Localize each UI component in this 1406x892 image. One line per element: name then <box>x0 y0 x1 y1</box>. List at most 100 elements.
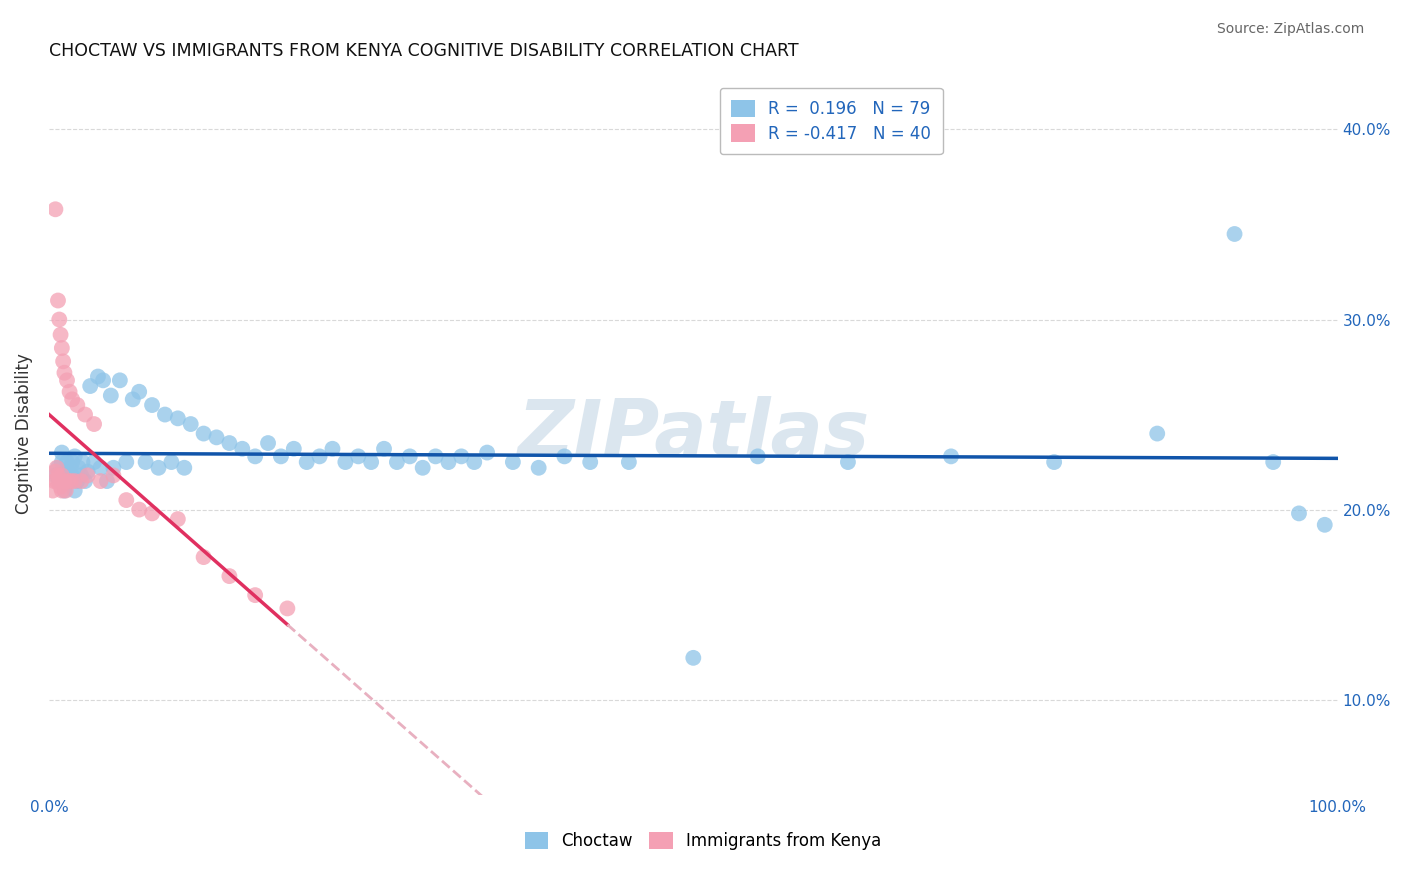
Point <box>63 474 86 488</box>
Point <box>1146 426 1168 441</box>
Point <box>128 384 150 399</box>
Point <box>48 312 70 326</box>
Point <box>437 455 460 469</box>
Text: CHOCTAW VS IMMIGRANTS FROM KENYA COGNITIVE DISABILITY CORRELATION CHART: CHOCTAW VS IMMIGRANTS FROM KENYA COGNITI… <box>49 42 799 60</box>
Point <box>475 445 498 459</box>
Point <box>58 474 80 488</box>
Point <box>55 468 77 483</box>
Point <box>682 650 704 665</box>
Point <box>121 392 143 407</box>
Point <box>53 474 76 488</box>
Point <box>70 474 93 488</box>
Point <box>1288 507 1310 521</box>
Point <box>412 460 434 475</box>
Point <box>51 455 73 469</box>
Point <box>166 512 188 526</box>
Point <box>837 455 859 469</box>
Point <box>205 430 228 444</box>
Point <box>360 455 382 469</box>
Point <box>60 455 83 469</box>
Point <box>51 483 73 498</box>
Point <box>67 460 90 475</box>
Point <box>76 465 98 479</box>
Y-axis label: Cognitive Disability: Cognitive Disability <box>15 353 32 514</box>
Point <box>1043 455 1066 469</box>
Point <box>52 354 75 368</box>
Point <box>45 460 67 475</box>
Point <box>553 450 575 464</box>
Point <box>48 474 70 488</box>
Point <box>1223 227 1246 241</box>
Point <box>72 455 94 469</box>
Point <box>103 468 125 483</box>
Text: Source: ZipAtlas.com: Source: ZipAtlas.com <box>1216 22 1364 37</box>
Point <box>193 426 215 441</box>
Point <box>91 373 114 387</box>
Point <box>53 366 76 380</box>
Point <box>128 502 150 516</box>
Point <box>450 450 472 464</box>
Point <box>63 450 86 464</box>
Point <box>96 474 118 488</box>
Point <box>283 442 305 456</box>
Point <box>58 474 80 488</box>
Point <box>44 202 66 217</box>
Point <box>1313 517 1336 532</box>
Point <box>939 450 962 464</box>
Point <box>70 468 93 483</box>
Point <box>87 369 110 384</box>
Point <box>166 411 188 425</box>
Point <box>42 483 65 498</box>
Point <box>108 373 131 387</box>
Legend: R =  0.196   N = 79, R = -0.417   N = 40: R = 0.196 N = 79, R = -0.417 N = 40 <box>720 88 942 154</box>
Point <box>89 474 111 488</box>
Point <box>56 455 79 469</box>
Text: ZIPatlas: ZIPatlas <box>517 395 869 472</box>
Point <box>463 455 485 469</box>
Point <box>347 450 370 464</box>
Point <box>373 442 395 456</box>
Point <box>231 442 253 456</box>
Point <box>83 417 105 431</box>
Point <box>45 474 67 488</box>
Point <box>83 455 105 469</box>
Point <box>243 588 266 602</box>
Point <box>276 601 298 615</box>
Point <box>51 468 73 483</box>
Point <box>385 455 408 469</box>
Point <box>55 483 77 498</box>
Point <box>60 392 83 407</box>
Point <box>295 455 318 469</box>
Point <box>58 465 80 479</box>
Point <box>135 455 157 469</box>
Point <box>46 468 69 483</box>
Point <box>141 398 163 412</box>
Point <box>617 455 640 469</box>
Point <box>160 455 183 469</box>
Point <box>59 474 82 488</box>
Point <box>193 550 215 565</box>
Point <box>66 398 89 412</box>
Point <box>100 388 122 402</box>
Point <box>148 460 170 475</box>
Point <box>49 327 72 342</box>
Point <box>51 445 73 459</box>
Point <box>46 460 69 475</box>
Point <box>180 417 202 431</box>
Point <box>270 450 292 464</box>
Point <box>79 379 101 393</box>
Point <box>257 436 280 450</box>
Point <box>1263 455 1285 469</box>
Point <box>141 507 163 521</box>
Point <box>153 408 176 422</box>
Point <box>103 460 125 475</box>
Point <box>66 474 89 488</box>
Point <box>44 468 66 483</box>
Point <box>115 493 138 508</box>
Point <box>321 442 343 456</box>
Point <box>73 474 96 488</box>
Point <box>502 455 524 469</box>
Point <box>76 468 98 483</box>
Point <box>425 450 447 464</box>
Point <box>579 455 602 469</box>
